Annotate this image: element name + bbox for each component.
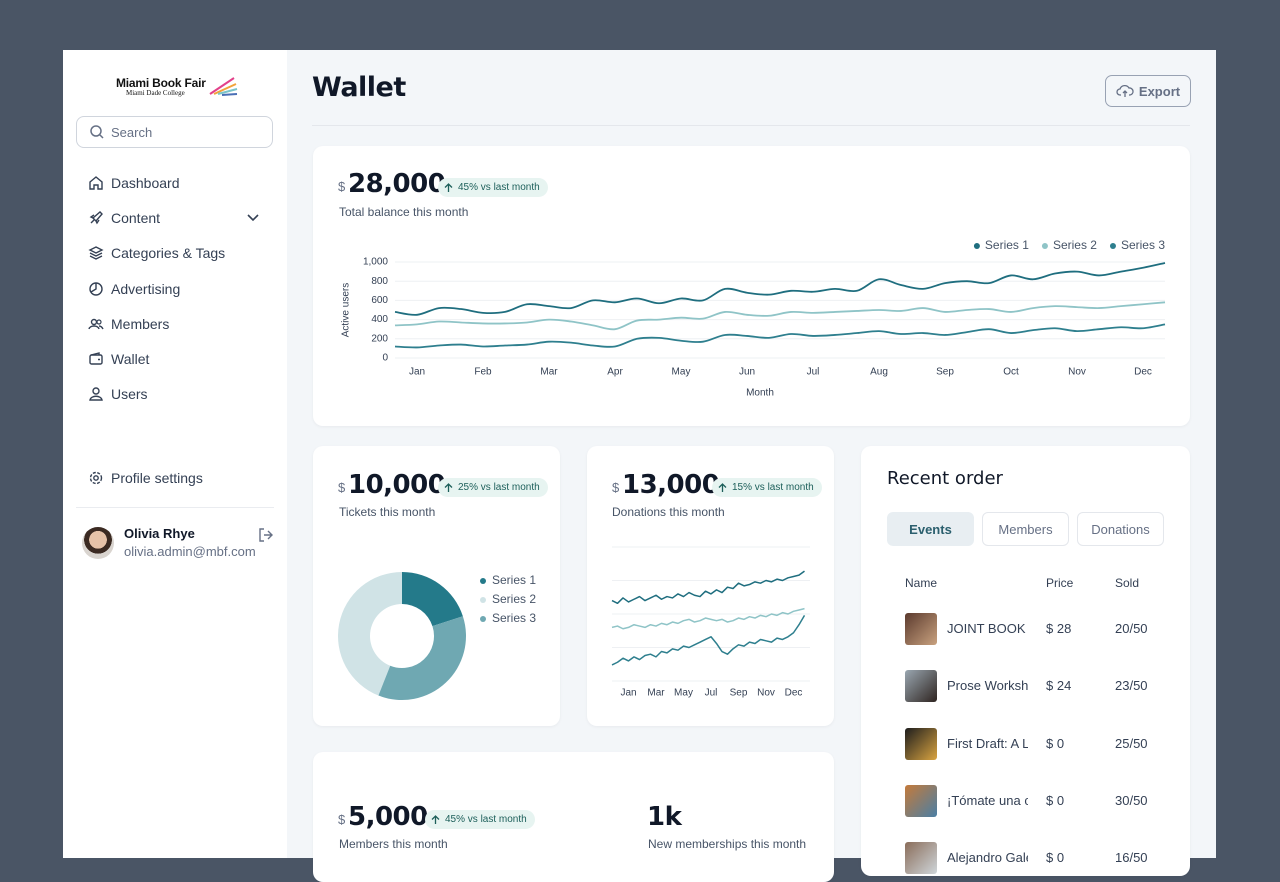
search-placeholder: Search [111, 124, 153, 140]
logout-icon[interactable] [258, 527, 274, 543]
search-input[interactable]: Search [76, 116, 273, 148]
tab[interactable]: Donations [1077, 512, 1164, 546]
profile-settings[interactable]: Profile settings [88, 467, 203, 489]
nav-item[interactable]: Wallet [88, 348, 149, 370]
thumbnail [905, 842, 937, 875]
event-name[interactable]: First Draft: A L [947, 735, 1028, 751]
divider [76, 507, 274, 508]
nav-label: Advertising [111, 281, 181, 297]
thumbnail [905, 784, 937, 817]
sidebar [63, 50, 287, 858]
change-text: 45% vs last month [458, 182, 540, 193]
nav-label: Content [111, 210, 161, 226]
cloud-icon [1116, 84, 1134, 97]
price: $ 0 [1046, 792, 1065, 808]
nav-icon [89, 211, 103, 225]
change-text: 45% vs last month [445, 814, 527, 825]
price: $ 24 [1046, 678, 1072, 694]
column-header: Name [905, 576, 938, 590]
thumbnail [905, 727, 937, 760]
nav-label: Members [111, 316, 170, 332]
user-name: Olivia Rhye [124, 526, 195, 541]
change-text: 25% vs last month [458, 482, 540, 493]
price: $ 28 [1046, 621, 1072, 636]
nav-label: Profile settings [111, 470, 203, 486]
nav-item[interactable]: Categories & Tags [88, 242, 225, 264]
nav-icon [89, 352, 103, 365]
event-name[interactable]: ¡Tómate una c [947, 792, 1028, 808]
nav-label: Wallet [111, 351, 150, 367]
change-badge: 15% vs last month [712, 478, 822, 497]
logo-mark [209, 77, 238, 96]
event-name[interactable]: JOINT BOOK L [947, 621, 1028, 636]
sold: 30/50 [1115, 792, 1148, 808]
avatar [82, 527, 114, 559]
card-title: Recent order [887, 468, 1003, 489]
logo-title: Miami Book Fair [116, 76, 206, 90]
amount: 28,000 [348, 169, 446, 199]
nav-label: Users [111, 386, 148, 402]
nav-item[interactable]: Members [88, 313, 169, 335]
sold: 25/50 [1115, 735, 1148, 751]
settings-icon [89, 471, 103, 485]
new-count: 1k [647, 802, 682, 832]
nav-icon [89, 282, 103, 296]
caption: Donations this month [612, 505, 725, 519]
change-text: 15% vs last month [732, 482, 814, 493]
thumbnail [905, 670, 937, 703]
nav-icon [88, 246, 104, 260]
export-button[interactable]: Export [1105, 75, 1191, 107]
currency: $ [338, 812, 346, 827]
nav-item[interactable]: Content [88, 207, 160, 229]
column-header: Sold [1115, 576, 1140, 590]
nav-item[interactable]: Advertising [88, 278, 180, 300]
thumbnail [905, 613, 937, 645]
caption: Tickets this month [339, 505, 436, 519]
change-badge: 25% vs last month [438, 478, 548, 497]
tab-active[interactable]: Events [887, 512, 974, 546]
export-label: Export [1138, 83, 1181, 99]
sold: 23/50 [1115, 678, 1148, 694]
sold: 20/50 [1115, 621, 1148, 636]
caption: New memberships this month [648, 837, 807, 851]
nav-icon [89, 176, 103, 190]
price: $ 0 [1046, 735, 1065, 751]
nav-item[interactable]: Dashboard [88, 172, 180, 194]
tab[interactable]: Members [982, 512, 1069, 546]
user-email: olivia.admin@mbf.com [124, 544, 256, 559]
currency: $ [338, 179, 346, 194]
search-icon [90, 125, 104, 139]
caption: Members this month [339, 837, 448, 851]
change-badge: 45% vs last month [438, 178, 548, 197]
nav-icon [88, 318, 104, 330]
amount: 5,000 [348, 802, 428, 832]
chevron-down[interactable] [246, 212, 260, 224]
page-title: Wallet [312, 72, 406, 103]
amount: 10,000 [348, 470, 446, 500]
page: Miami Book Fair Miami Dade College Searc… [63, 50, 1216, 882]
nav-label: Dashboard [111, 175, 180, 191]
logo: Miami Book Fair Miami Dade College [116, 76, 240, 100]
divider [312, 125, 1190, 126]
amount: 13,000 [622, 470, 720, 500]
caption: Total balance this month [339, 205, 469, 219]
nav-icon [89, 387, 103, 401]
nav-item[interactable]: Users [88, 383, 148, 405]
logo-subtitle: Miami Dade College [126, 89, 185, 97]
currency: $ [612, 480, 620, 495]
currency: $ [338, 480, 346, 495]
nav-label: Categories & Tags [111, 245, 226, 261]
change-badge: 45% vs last month [425, 810, 535, 829]
column-header: Price [1046, 576, 1074, 590]
event-name[interactable]: Prose Worksh [947, 678, 1028, 694]
